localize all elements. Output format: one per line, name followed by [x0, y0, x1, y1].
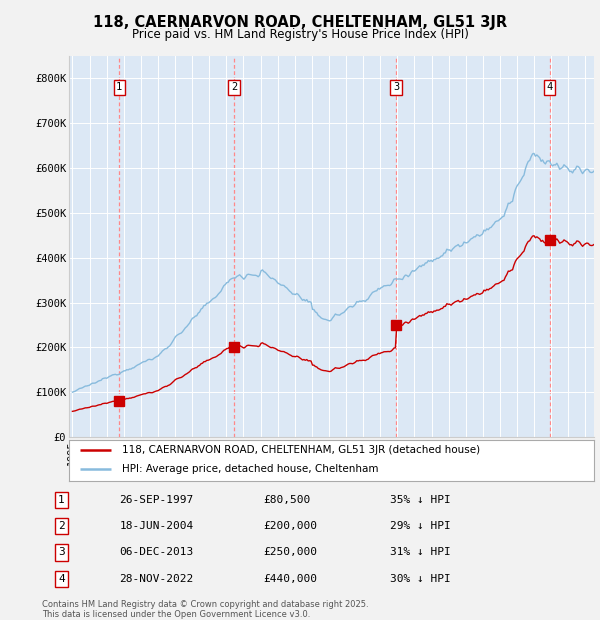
Text: 1: 1 — [116, 82, 122, 92]
Text: 1: 1 — [58, 495, 65, 505]
Text: £200,000: £200,000 — [263, 521, 317, 531]
Text: 26-SEP-1997: 26-SEP-1997 — [119, 495, 194, 505]
Text: 4: 4 — [58, 574, 65, 584]
Text: 2: 2 — [58, 521, 65, 531]
Text: 2: 2 — [231, 82, 238, 92]
Text: Contains HM Land Registry data © Crown copyright and database right 2025.
This d: Contains HM Land Registry data © Crown c… — [42, 600, 368, 619]
Text: 28-NOV-2022: 28-NOV-2022 — [119, 574, 194, 584]
Text: 118, CAERNARVON ROAD, CHELTENHAM, GL51 3JR: 118, CAERNARVON ROAD, CHELTENHAM, GL51 3… — [93, 16, 507, 30]
Text: 29% ↓ HPI: 29% ↓ HPI — [390, 521, 451, 531]
Text: 3: 3 — [58, 547, 65, 557]
Text: 30% ↓ HPI: 30% ↓ HPI — [390, 574, 451, 584]
Text: 35% ↓ HPI: 35% ↓ HPI — [390, 495, 451, 505]
Text: £440,000: £440,000 — [263, 574, 317, 584]
Text: £250,000: £250,000 — [263, 547, 317, 557]
Text: Price paid vs. HM Land Registry's House Price Index (HPI): Price paid vs. HM Land Registry's House … — [131, 28, 469, 41]
Text: 118, CAERNARVON ROAD, CHELTENHAM, GL51 3JR (detached house): 118, CAERNARVON ROAD, CHELTENHAM, GL51 3… — [121, 445, 479, 455]
Text: 4: 4 — [547, 82, 553, 92]
Text: HPI: Average price, detached house, Cheltenham: HPI: Average price, detached house, Chel… — [121, 464, 378, 474]
Text: 31% ↓ HPI: 31% ↓ HPI — [390, 547, 451, 557]
Text: 18-JUN-2004: 18-JUN-2004 — [119, 521, 194, 531]
Text: 06-DEC-2013: 06-DEC-2013 — [119, 547, 194, 557]
Text: 3: 3 — [393, 82, 399, 92]
Text: £80,500: £80,500 — [263, 495, 310, 505]
